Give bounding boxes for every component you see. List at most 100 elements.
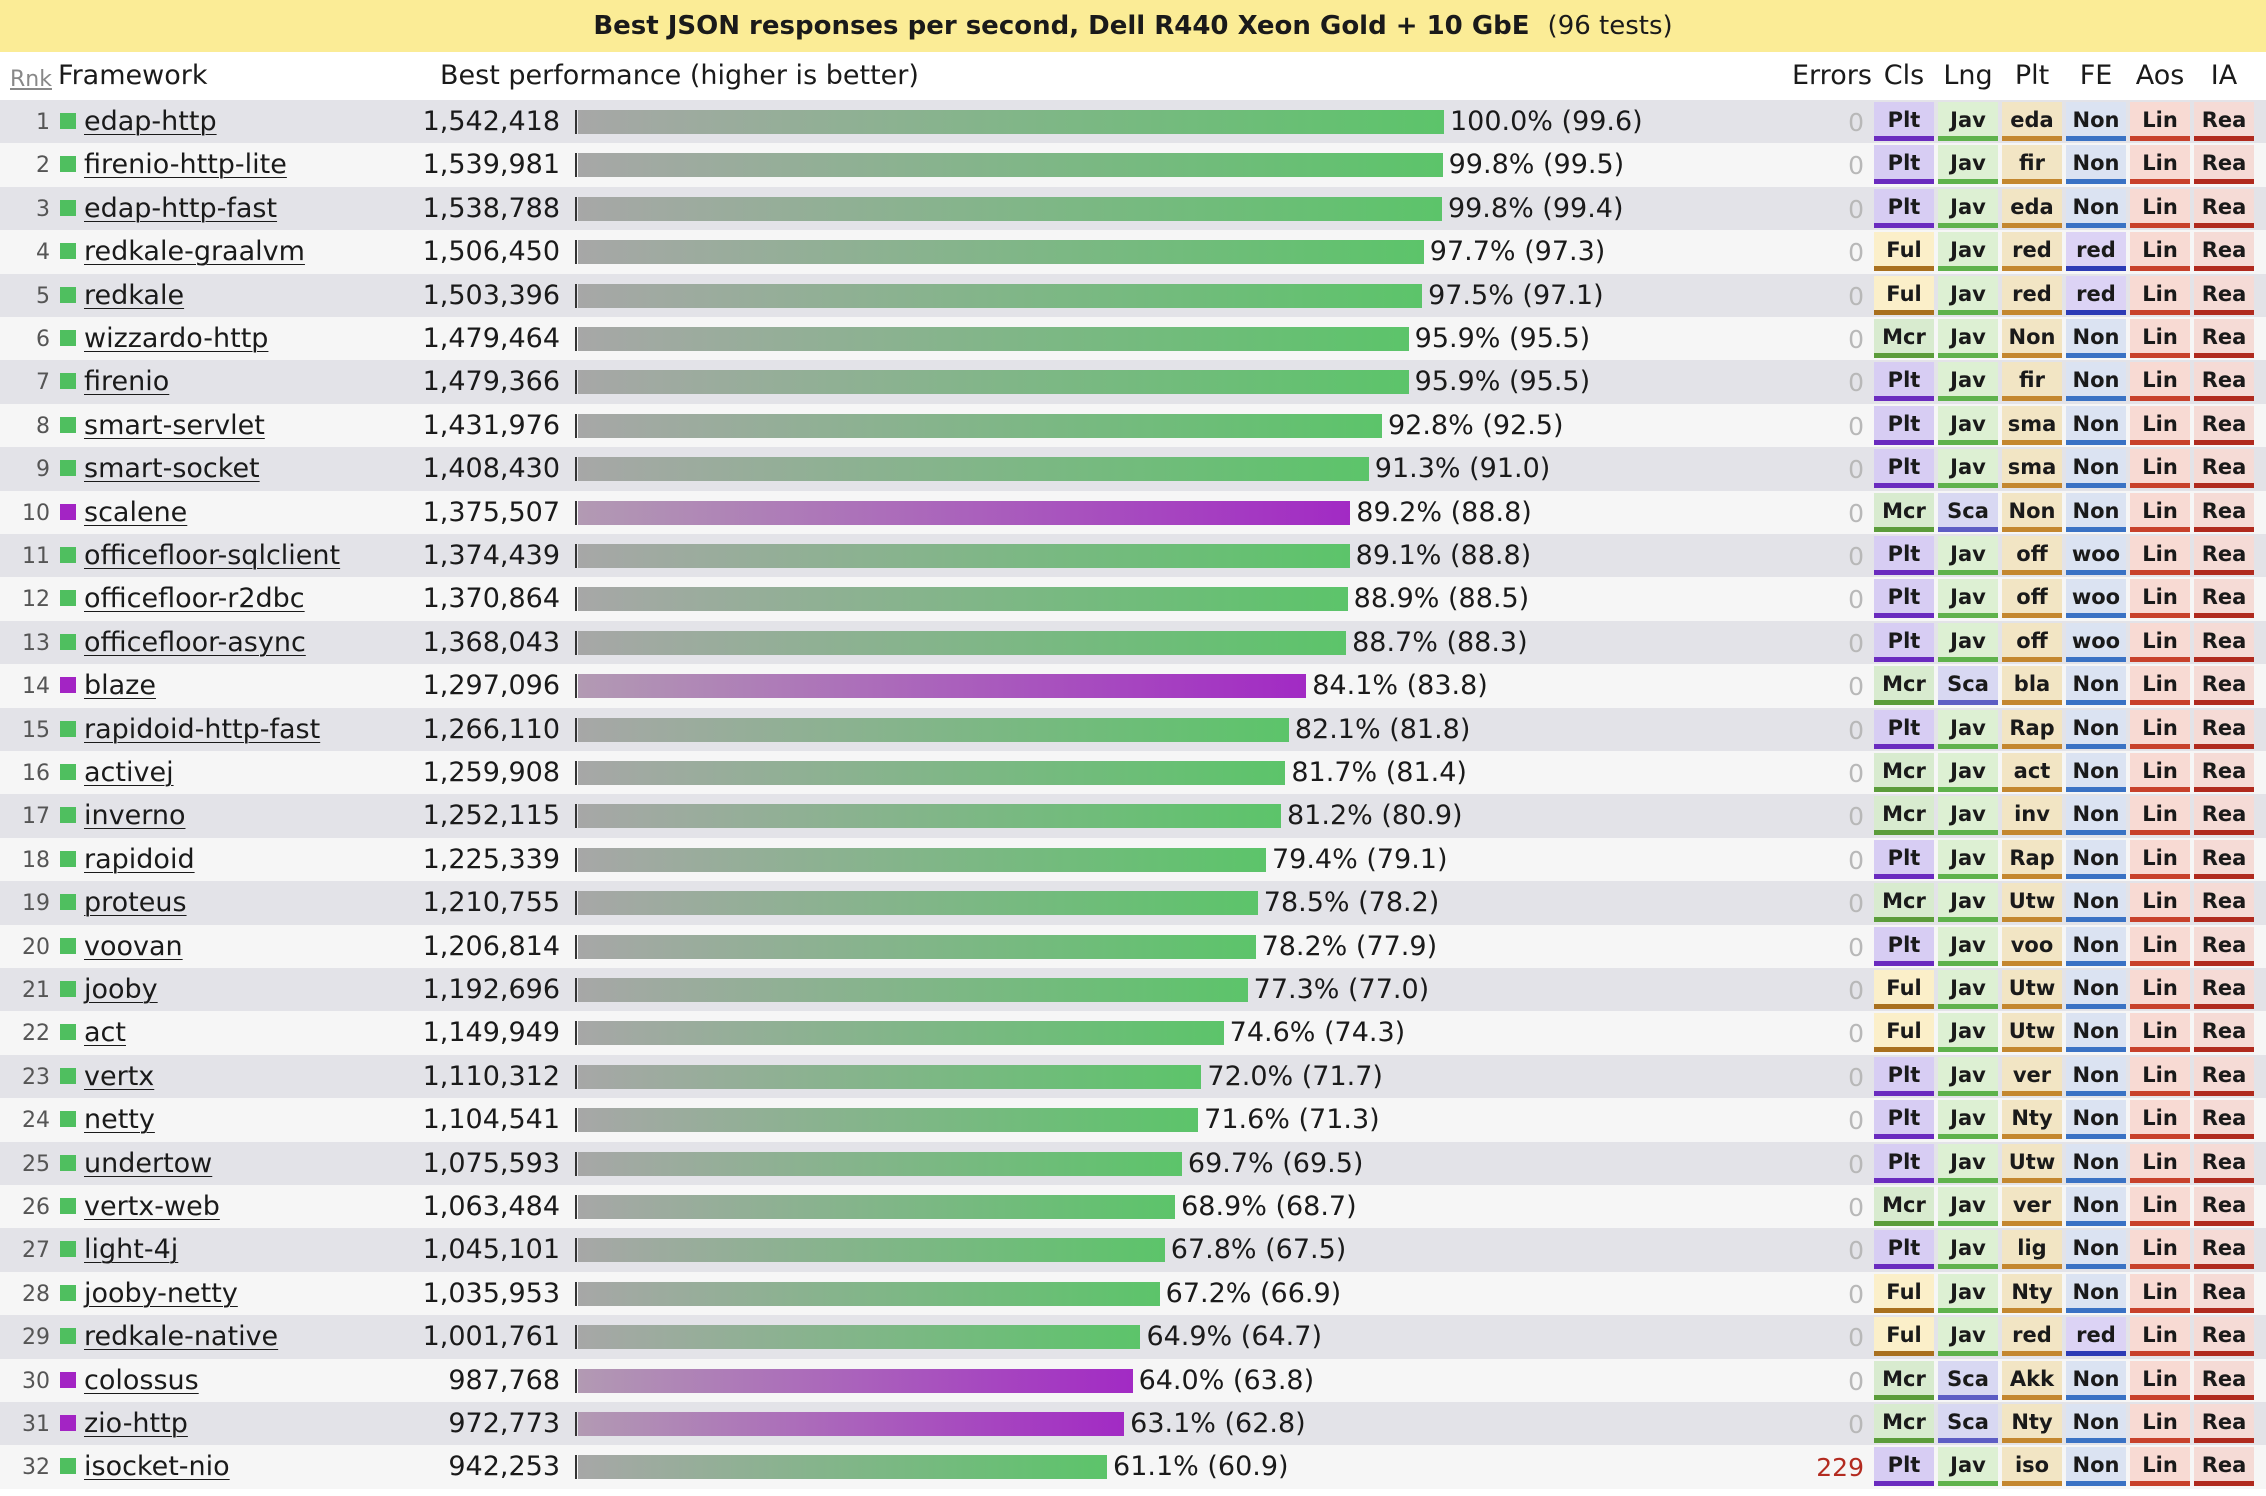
framework-link[interactable]: redkale — [84, 279, 185, 311]
errors-cell: 0 — [1848, 1193, 1864, 1222]
framework-link[interactable]: smart-socket — [84, 453, 260, 485]
language-color-square — [60, 1284, 76, 1301]
framework-link[interactable]: officefloor-sqlclient — [84, 540, 341, 571]
table-row: 31 zio-http 972,773 63.1% (62.8) 0 Mcr Sca Nty N… — [0, 1402, 2266, 1446]
table-row: 27 light-4j 1,045,101 67.8% (67.5) 0 Plt Jav li… — [0, 1228, 2266, 1272]
tag-cell: Non — [2066, 1013, 2126, 1053]
performance-bar — [578, 674, 1307, 699]
framework-link[interactable]: rapidoid-http-fast — [84, 713, 321, 745]
tag-cell: Ful — [1874, 1273, 1934, 1313]
framework-link[interactable]: firenio — [84, 366, 170, 398]
performance-bar — [578, 457, 1369, 482]
rank-header[interactable]: Rnk — [10, 67, 52, 92]
rank-cell: 29 — [22, 1325, 50, 1351]
table-header-row: Rnk Framework Best performance (higher i… — [0, 52, 2266, 100]
framework-link[interactable]: colossus — [84, 1364, 199, 1396]
value-label: 1,266,110 — [422, 713, 560, 745]
percentage-label: 95.9% (95.5) — [1414, 366, 1591, 398]
tag-cell: Plt — [1874, 709, 1934, 749]
framework-link[interactable]: isocket-nio — [84, 1451, 230, 1483]
percentage-label: 97.7% (97.3) — [1429, 236, 1606, 268]
framework-link[interactable]: inverno — [84, 800, 186, 832]
framework-header: Framework — [58, 60, 208, 91]
framework-link[interactable]: scalene — [84, 496, 188, 528]
tag-cell: voo — [2002, 926, 2062, 966]
percentage-label: 88.9% (88.5) — [1353, 583, 1530, 615]
tag-cell: ver — [2002, 1187, 2062, 1226]
framework-link[interactable]: officefloor-async — [84, 626, 306, 658]
value-label: 1,063,484 — [422, 1191, 560, 1222]
tag-cell: Plt — [1874, 405, 1934, 445]
framework-link[interactable]: act — [84, 1017, 126, 1049]
rank-cell: 16 — [22, 761, 50, 786]
tag-cell: Non — [2066, 405, 2126, 445]
tag-cell: Jav — [1938, 405, 1998, 445]
framework-link[interactable]: redkale-graalvm — [84, 236, 305, 268]
performance-bar — [578, 1195, 1176, 1219]
tag-cell: Rea — [2194, 102, 2254, 141]
framework-link[interactable]: smart-servlet — [84, 409, 265, 441]
language-color-square — [60, 720, 76, 737]
tag-cell: Lin — [2130, 753, 2190, 792]
framework-link[interactable]: blaze — [84, 670, 156, 702]
framework-link[interactable]: undertow — [84, 1147, 213, 1179]
percentage-label: 64.9% (64.7) — [1146, 1321, 1322, 1353]
percentage-label: 64.0% (63.8) — [1138, 1364, 1315, 1396]
framework-link[interactable]: jooby — [84, 974, 158, 1005]
framework-link[interactable]: firenio-http-lite — [84, 149, 287, 181]
language-color-square — [60, 113, 76, 129]
framework-link[interactable]: activej — [84, 757, 174, 788]
tag-cell: Rea — [2194, 1013, 2254, 1053]
framework-link[interactable]: zio-http — [84, 1408, 188, 1439]
performance-bar — [578, 110, 1444, 134]
tag-cell: fir — [2002, 362, 2062, 402]
performance-bar — [578, 370, 1409, 395]
rank-cell: 17 — [22, 804, 50, 830]
tag-cell: Rea — [2194, 1273, 2254, 1313]
ia-header: IA — [2210, 60, 2238, 91]
framework-link[interactable]: vertx — [84, 1060, 155, 1092]
framework-link[interactable]: rapidoid — [84, 843, 195, 875]
tag-cell: Non — [2066, 1143, 2126, 1183]
table-row: 12 officefloor-r2dbc 1,370,864 88.9% (88.5)… — [0, 577, 2266, 621]
tag-cell: Jav — [1938, 970, 1998, 1009]
framework-link[interactable]: vertx-web — [84, 1191, 220, 1222]
errors-cell: 0 — [1848, 1366, 1864, 1396]
framework-link[interactable]: redkale-native — [84, 1321, 279, 1353]
performance-bar — [578, 1412, 1125, 1436]
rank-cell: 13 — [22, 630, 50, 656]
value-label: 1,045,101 — [422, 1234, 560, 1266]
tag-cell: Rea — [2194, 319, 2254, 358]
framework-link[interactable]: wizzardo-http — [84, 323, 269, 354]
table-row: 14 blaze 1,297,096 84.1% (83.8) 0 Mcr Sca bla No… — [0, 664, 2266, 708]
language-color-square — [60, 590, 76, 607]
language-color-square — [60, 1111, 76, 1128]
tag-cell: Lin — [2130, 1447, 2190, 1487]
tag-cell: off — [2002, 622, 2062, 662]
framework-link[interactable]: officefloor-r2dbc — [84, 583, 305, 615]
framework-link[interactable]: voovan — [84, 930, 183, 962]
tag-cell: red — [2002, 275, 2062, 315]
percentage-label: 63.1% (62.8) — [1130, 1408, 1306, 1439]
tag-cell: Plt — [1874, 1143, 1934, 1183]
framework-link[interactable]: proteus — [84, 887, 187, 919]
bar-baseline — [575, 1021, 577, 1046]
tag-cell: woo — [2066, 622, 2126, 662]
framework-link[interactable]: edap-http — [84, 106, 217, 137]
framework-link[interactable]: edap-http-fast — [84, 192, 278, 224]
framework-link[interactable]: jooby-netty — [84, 1277, 238, 1309]
language-color-square — [60, 1067, 76, 1084]
tag-cell: bla — [2002, 666, 2062, 706]
framework-link[interactable]: netty — [84, 1104, 155, 1136]
framework-link[interactable]: light-4j — [84, 1234, 179, 1266]
tag-cell: Nty — [2002, 1100, 2062, 1140]
rank-cell: 2 — [36, 153, 50, 179]
errors-cell: 0 — [1848, 672, 1864, 702]
tag-cell: Lin — [2130, 839, 2190, 879]
rank-cell: 26 — [22, 1195, 50, 1220]
errors-cell: 0 — [1848, 1062, 1864, 1092]
table-row: 29 redkale-native 1,001,761 64.9% (64.7) 0 Fu… — [0, 1315, 2266, 1359]
value-label: 1,075,593 — [422, 1147, 560, 1179]
tag-cell: Jav — [1938, 1273, 1998, 1313]
value-label: 1,370,864 — [422, 583, 560, 615]
